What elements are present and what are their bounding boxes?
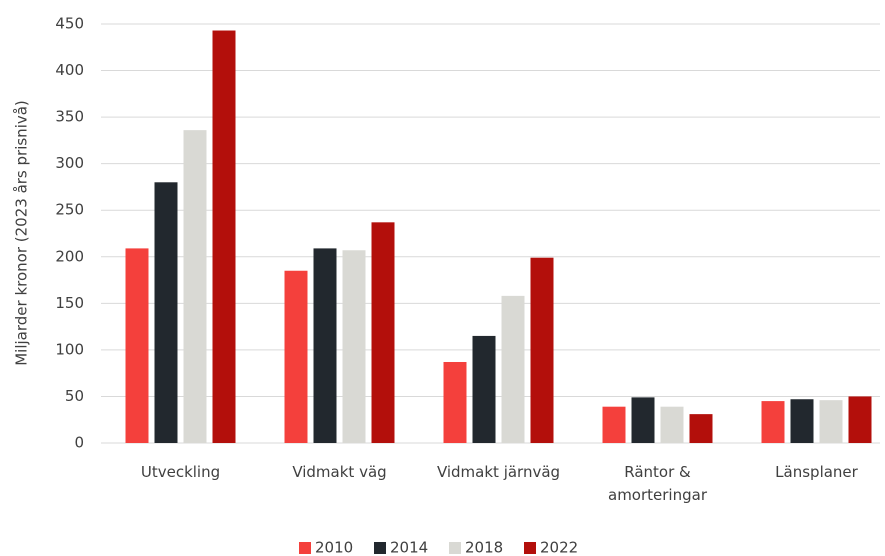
bar	[602, 406, 626, 443]
y-tick-label: 50	[65, 387, 84, 405]
bar	[631, 397, 655, 443]
bar	[530, 257, 554, 443]
legend-swatch	[299, 542, 311, 554]
bar	[212, 30, 236, 443]
y-tick-label: 450	[55, 15, 84, 33]
legend-label: 2010	[315, 539, 353, 556]
bar	[472, 335, 496, 443]
bar	[660, 406, 684, 443]
y-tick-label: 0	[74, 434, 84, 452]
bar	[443, 361, 467, 443]
bar	[313, 248, 337, 443]
x-tick-label: Länsplaner	[775, 463, 858, 481]
y-tick-label: 400	[55, 61, 84, 79]
x-tick-label: Vidmakt väg	[292, 463, 387, 481]
bar	[284, 270, 308, 443]
bar	[183, 130, 207, 443]
x-tick-label: Räntor & amorteringar	[608, 463, 707, 504]
legend-label: 2014	[390, 539, 428, 556]
bar	[819, 400, 843, 443]
bar	[689, 414, 713, 443]
y-axis-title: Miljarder kronor (2023 års prisnivå)	[13, 100, 31, 366]
y-tick-label: 150	[55, 294, 84, 312]
bar	[342, 250, 366, 443]
bar	[761, 401, 785, 443]
legend-label: 2022	[540, 539, 578, 556]
bar	[501, 295, 525, 443]
legend-label: 2018	[465, 539, 503, 556]
x-tick-label: Vidmakt järnväg	[436, 463, 561, 481]
bar	[790, 399, 814, 443]
x-tick-label: Utveckling	[140, 463, 221, 481]
legend-swatch	[524, 542, 536, 554]
y-tick-label: 100	[55, 340, 84, 358]
y-tick-label: 250	[55, 201, 84, 219]
y-tick-label: 300	[55, 154, 84, 172]
legend-swatch	[374, 542, 386, 554]
bar	[371, 222, 395, 443]
legend-swatch	[449, 542, 461, 554]
bar	[154, 182, 178, 444]
y-tick-label: 200	[55, 247, 84, 265]
bar	[848, 396, 872, 443]
bar	[125, 248, 149, 443]
y-tick-label: 350	[55, 108, 84, 126]
